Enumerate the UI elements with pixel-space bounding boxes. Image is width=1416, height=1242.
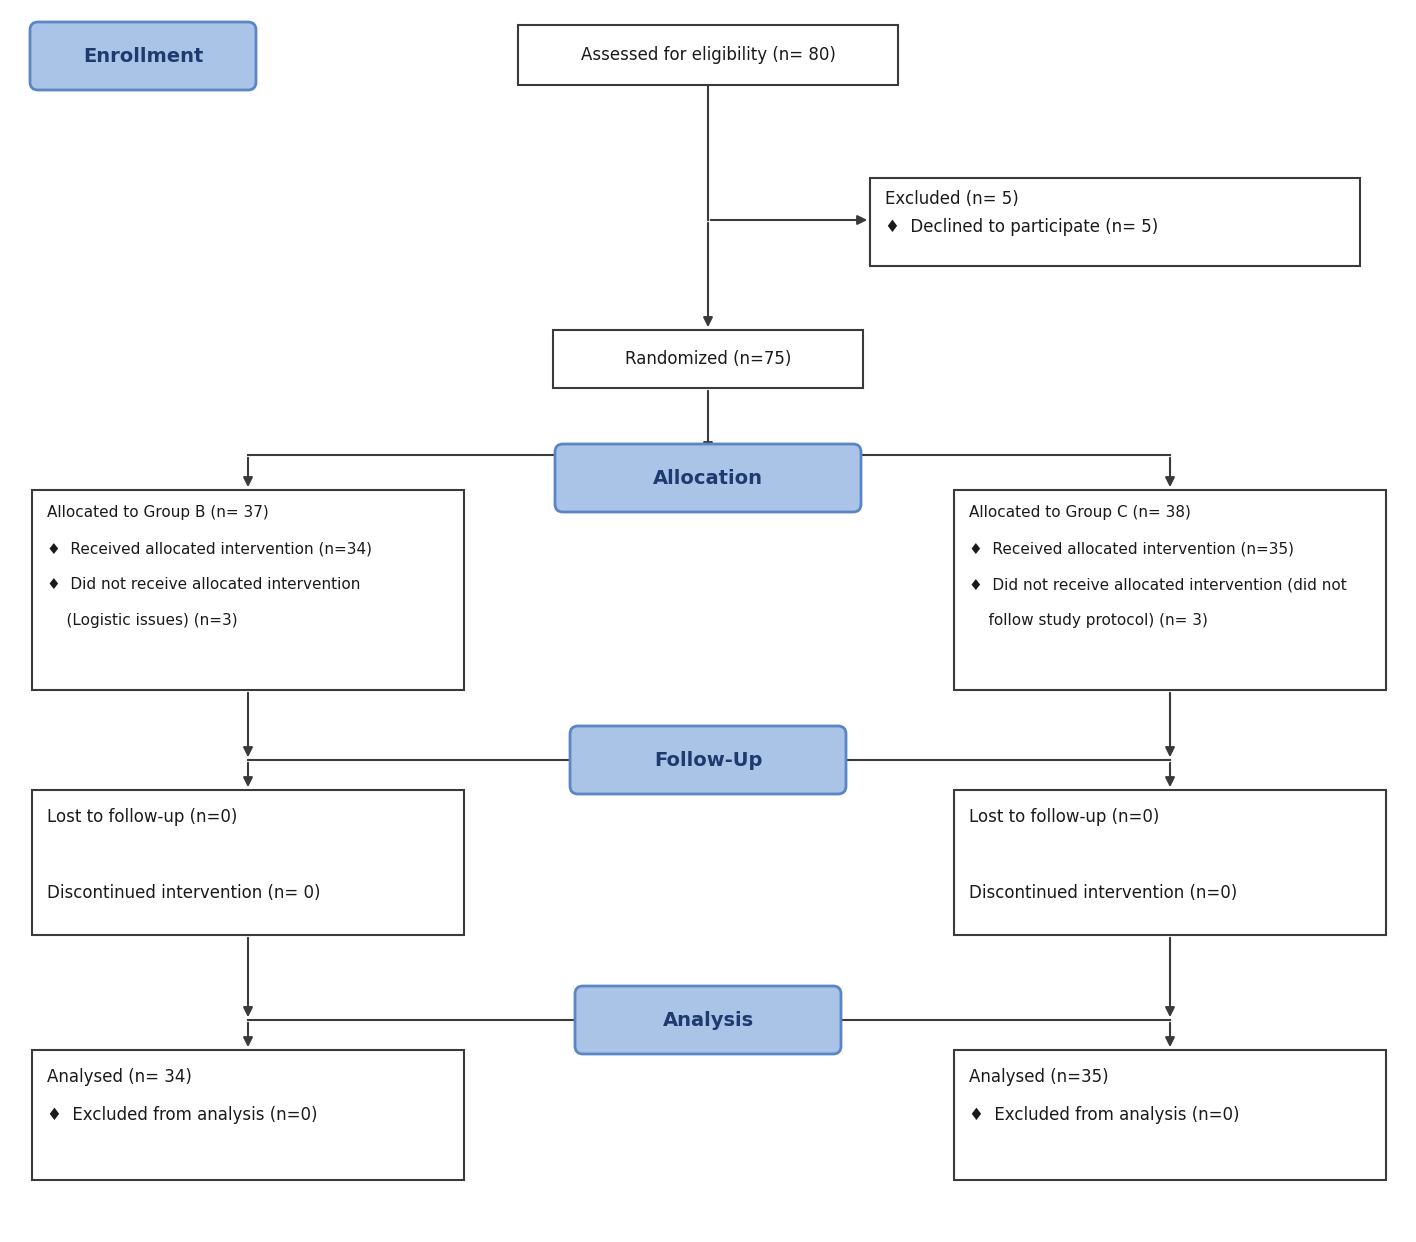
FancyBboxPatch shape: [954, 790, 1386, 935]
FancyBboxPatch shape: [869, 178, 1359, 266]
Text: Analysed (n=35): Analysed (n=35): [969, 1068, 1109, 1086]
FancyBboxPatch shape: [33, 790, 464, 935]
Text: Lost to follow-up (n=0): Lost to follow-up (n=0): [969, 809, 1160, 826]
FancyBboxPatch shape: [33, 491, 464, 691]
Text: Allocated to Group B (n= 37): Allocated to Group B (n= 37): [47, 505, 269, 520]
FancyBboxPatch shape: [575, 986, 841, 1054]
Text: ♦  Received allocated intervention (n=34): ♦ Received allocated intervention (n=34): [47, 542, 372, 556]
Text: Analysis: Analysis: [663, 1011, 753, 1030]
FancyBboxPatch shape: [554, 330, 862, 388]
FancyBboxPatch shape: [518, 25, 898, 84]
FancyBboxPatch shape: [555, 443, 861, 512]
FancyBboxPatch shape: [30, 22, 256, 89]
Text: Allocated to Group C (n= 38): Allocated to Group C (n= 38): [969, 505, 1191, 520]
Text: follow study protocol) (n= 3): follow study protocol) (n= 3): [969, 614, 1208, 628]
Text: ♦  Did not receive allocated intervention: ♦ Did not receive allocated intervention: [47, 578, 361, 592]
Text: Discontinued intervention (n= 0): Discontinued intervention (n= 0): [47, 884, 320, 902]
Text: Enrollment: Enrollment: [82, 46, 202, 66]
FancyBboxPatch shape: [954, 1049, 1386, 1180]
FancyBboxPatch shape: [33, 1049, 464, 1180]
Text: Discontinued intervention (n=0): Discontinued intervention (n=0): [969, 884, 1238, 902]
Text: Randomized (n=75): Randomized (n=75): [624, 350, 792, 368]
Text: ♦  Did not receive allocated intervention (did not: ♦ Did not receive allocated intervention…: [969, 578, 1347, 592]
Text: Excluded (n= 5): Excluded (n= 5): [885, 190, 1018, 207]
Text: ♦  Received allocated intervention (n=35): ♦ Received allocated intervention (n=35): [969, 542, 1294, 556]
Text: ♦  Excluded from analysis (n=0): ♦ Excluded from analysis (n=0): [969, 1105, 1239, 1124]
Text: Follow-Up: Follow-Up: [654, 750, 762, 770]
Text: ♦  Excluded from analysis (n=0): ♦ Excluded from analysis (n=0): [47, 1105, 317, 1124]
Text: ♦  Declined to participate (n= 5): ♦ Declined to participate (n= 5): [885, 219, 1158, 236]
FancyBboxPatch shape: [571, 727, 845, 794]
Text: (Logistic issues) (n=3): (Logistic issues) (n=3): [47, 614, 238, 628]
Text: Analysed (n= 34): Analysed (n= 34): [47, 1068, 193, 1086]
FancyBboxPatch shape: [954, 491, 1386, 691]
Text: Assessed for eligibility (n= 80): Assessed for eligibility (n= 80): [581, 46, 835, 65]
Text: Allocation: Allocation: [653, 468, 763, 488]
Text: Lost to follow-up (n=0): Lost to follow-up (n=0): [47, 809, 238, 826]
